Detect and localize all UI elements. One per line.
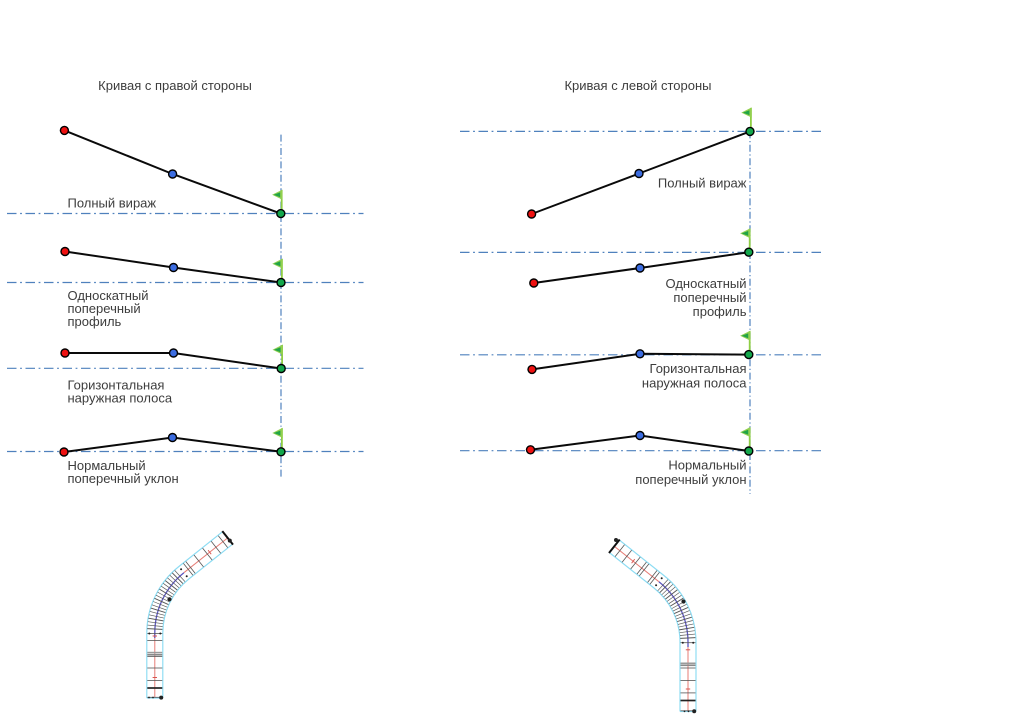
svg-text:Кривая с правой стороны: Кривая с правой стороны (98, 78, 252, 93)
svg-text:Горизонтальная: Горизонтальная (650, 361, 747, 376)
svg-text:профиль: профиль (68, 314, 122, 329)
svg-text:поперечный: поперечный (68, 301, 141, 316)
svg-text:Кривая с левой стороны: Кривая с левой стороны (564, 78, 711, 93)
svg-text:наружная полоса: наружная полоса (68, 391, 173, 406)
svg-text:Горизонтальная: Горизонтальная (68, 378, 165, 393)
svg-text:Полный вираж: Полный вираж (68, 195, 157, 210)
svg-text:Односкатный: Односкатный (666, 276, 747, 291)
svg-text:поперечный уклон: поперечный уклон (68, 471, 179, 486)
svg-text:Полный вираж: Полный вираж (658, 175, 747, 190)
svg-text:поперечный: поперечный (673, 290, 746, 305)
svg-text:Нормальный: Нормальный (668, 458, 746, 473)
svg-text:поперечный уклон: поперечный уклон (635, 472, 746, 487)
svg-text:профиль: профиль (693, 304, 747, 319)
svg-text:наружная полоса: наружная полоса (642, 376, 747, 391)
svg-text:Нормальный: Нормальный (68, 458, 146, 473)
svg-text:Односкатный: Односкатный (68, 288, 149, 303)
